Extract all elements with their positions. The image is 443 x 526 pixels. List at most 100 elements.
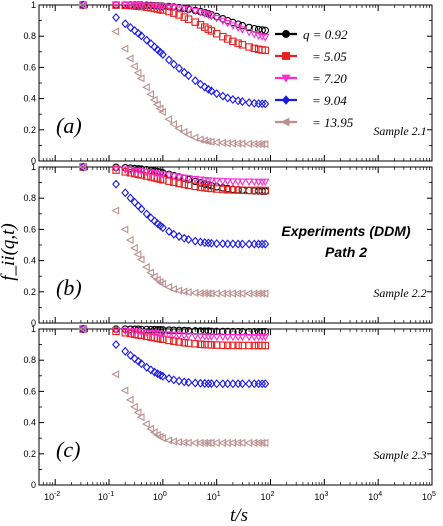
data-point	[207, 86, 216, 96]
data-point	[169, 120, 177, 129]
data-point	[121, 19, 130, 29]
panel-tag: (a)	[56, 113, 82, 138]
data-point	[130, 354, 139, 364]
data-point	[142, 362, 151, 372]
y-tick-label: 1	[31, 162, 36, 172]
y-tick-label: 0.8	[23, 193, 36, 203]
data-point	[228, 178, 238, 186]
data-point	[142, 332, 151, 341]
data-point	[212, 89, 221, 99]
data-point	[78, 162, 87, 172]
y-tick-label: 1	[31, 0, 36, 10]
data-point	[169, 4, 178, 12]
data-point	[130, 62, 138, 71]
data-point	[158, 371, 167, 381]
data-point	[149, 95, 158, 104]
data-point	[238, 239, 247, 249]
data-point	[238, 41, 247, 49]
data-point	[142, 209, 151, 219]
data-point	[212, 177, 221, 186]
data-point	[195, 438, 204, 447]
data-point	[179, 438, 188, 447]
data-point	[164, 331, 174, 339]
data-point	[175, 376, 183, 386]
y-tick-label: 0	[31, 480, 36, 490]
data-point	[180, 233, 189, 243]
data-point	[260, 438, 269, 447]
data-point	[165, 326, 173, 334]
y-tick-label: 0.2	[23, 287, 36, 297]
data-point	[260, 289, 269, 298]
data-point	[180, 326, 189, 335]
data-point	[245, 43, 253, 51]
data-point	[111, 326, 121, 335]
data-point	[191, 333, 200, 341]
y-tick-label: 0.8	[23, 355, 36, 365]
data-point	[121, 166, 130, 174]
data-point	[258, 379, 267, 389]
data-point	[126, 1, 135, 10]
data-point	[112, 12, 120, 22]
data-point	[203, 137, 212, 146]
data-point	[191, 175, 200, 184]
legend-entry: = 9.04	[275, 93, 347, 108]
x-tick-labels: 10-2 10-1 100 101 102 103 104 105	[44, 491, 436, 502]
data-point	[223, 19, 232, 28]
data-point	[249, 139, 258, 149]
data-point	[234, 39, 242, 47]
data-point	[133, 68, 142, 77]
legend-entry: = 5.05	[275, 49, 347, 64]
data-point	[146, 213, 155, 223]
data-point	[229, 341, 237, 350]
data-point	[233, 178, 243, 186]
data-point	[152, 100, 161, 109]
panel-b: 0 0.2 0.4 0.6 0.8 1 (b) Sample 2.2	[23, 162, 433, 328]
data-point	[191, 340, 200, 348]
data-point	[125, 395, 134, 404]
data-point	[164, 436, 173, 445]
data-point	[184, 235, 193, 245]
data-point	[121, 346, 130, 356]
data-point	[261, 333, 270, 342]
legend-label: q = 0.92	[303, 27, 348, 42]
annotation: Experiments (DDM) Path 2	[281, 223, 410, 260]
data-point	[229, 186, 237, 194]
y-tick-label: 0.6	[23, 62, 36, 72]
series-5	[78, 324, 269, 447]
series-3	[78, 325, 270, 342]
data-point	[165, 373, 173, 383]
data-point	[78, 324, 87, 334]
data-point	[120, 386, 129, 395]
data-point	[223, 35, 232, 43]
data-point	[126, 193, 135, 203]
data-point	[121, 327, 130, 336]
legend-label: = 5.05	[312, 49, 347, 64]
data-point	[249, 438, 258, 447]
data-point	[112, 166, 120, 174]
data-point	[112, 327, 120, 336]
x-tick-label: 104	[368, 491, 382, 502]
legend-entry: q = 0.92	[275, 27, 348, 42]
data-point	[142, 2, 151, 10]
data-point	[233, 438, 242, 447]
data-point	[223, 239, 232, 249]
data-point	[111, 165, 121, 173]
data-point	[250, 328, 259, 336]
legend-marker	[282, 52, 290, 60]
data-point	[180, 332, 189, 340]
data-point	[137, 31, 146, 41]
y-tick-label: 1	[31, 324, 36, 334]
data-point	[191, 7, 200, 16]
data-point	[164, 172, 174, 180]
sample-label: Sample 2.1	[373, 124, 426, 138]
data-point	[158, 49, 167, 59]
data-point	[165, 226, 173, 236]
data-point	[250, 341, 259, 350]
series-1	[79, 325, 270, 336]
data-point	[142, 329, 151, 337]
data-point	[250, 333, 259, 342]
data-point	[184, 71, 193, 81]
data-point	[257, 140, 266, 149]
y-tick-label: 0	[31, 156, 36, 166]
data-point	[126, 328, 135, 336]
